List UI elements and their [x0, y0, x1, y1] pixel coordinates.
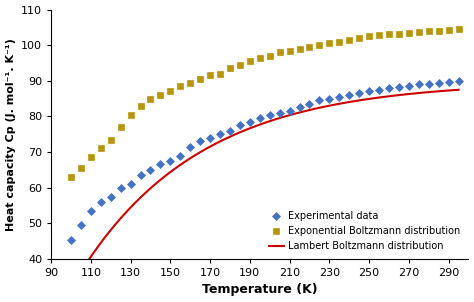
Y-axis label: Heat capacity Cp (J. mol⁻¹. K⁻¹): Heat capacity Cp (J. mol⁻¹. K⁻¹): [6, 38, 16, 231]
X-axis label: Temperature (K): Temperature (K): [202, 284, 318, 297]
Legend: Experimental data, Exponential Boltzmann distribution, Lambert Boltzmann distrib: Experimental data, Exponential Boltzmann…: [266, 208, 464, 254]
